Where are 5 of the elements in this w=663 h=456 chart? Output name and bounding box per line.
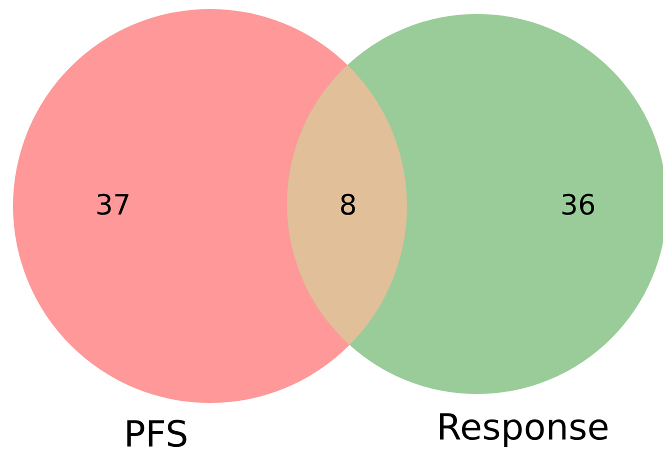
- data-label: 37: [95, 188, 131, 222]
- category-label: PFS: [124, 414, 188, 456]
- data-label: 36: [560, 188, 596, 222]
- data-label: 8: [339, 188, 357, 222]
- category-label: Response: [436, 407, 610, 448]
